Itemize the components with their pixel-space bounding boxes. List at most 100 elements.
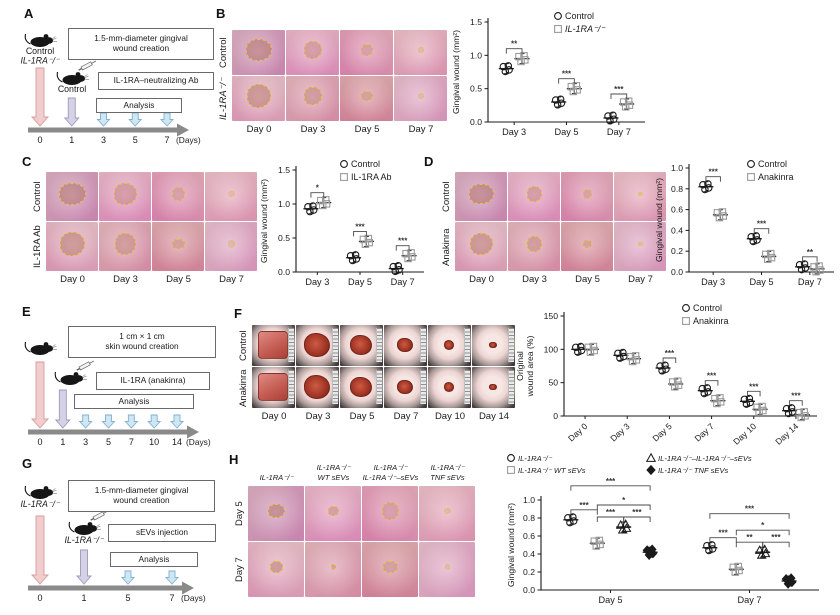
panel-letter-e: E <box>22 304 31 319</box>
legend-label: Control <box>758 159 787 169</box>
timeline-day-label: 7 <box>169 593 174 603</box>
timeline-bar <box>28 429 187 435</box>
legend-label: Control <box>351 159 380 169</box>
significance-stars: *** <box>606 508 616 517</box>
significance-stars: *** <box>771 533 781 542</box>
photo-h-r1c3 <box>419 542 475 597</box>
panel-letter-g: G <box>22 456 33 471</box>
y-tick-label: 0.0 <box>278 267 290 277</box>
timeline-day-label: 10 <box>149 437 159 447</box>
y-tick-label: 0.2 <box>671 246 683 256</box>
panel-letter-a: A <box>24 6 34 21</box>
photo-c-r0c3 <box>205 172 257 221</box>
significance-stars: * <box>316 184 320 193</box>
wound-outline <box>469 232 494 255</box>
timeline-day-label: 7 <box>164 135 169 145</box>
mouse-icon-2 <box>68 521 102 535</box>
timeline-day-label: 14 <box>172 437 182 447</box>
significance-stars: *** <box>708 168 718 177</box>
significance-stars: *** <box>757 220 767 229</box>
timeline-day-label: 0 <box>37 437 42 447</box>
significance-bracket <box>746 390 761 397</box>
photo-b-r1c2 <box>340 76 393 121</box>
panel-e-schematic: 0 1 3 5 7 10 14 (Days) 1 cm × 1 cm skin wound cr… <box>10 318 225 452</box>
ruler-strip <box>419 370 426 405</box>
wound-outline <box>267 503 286 519</box>
treatment-arrow-day1 <box>63 97 80 127</box>
significance-bracket <box>596 516 625 522</box>
chart-f-svg: 0 50 100 150 Original wound area (%) Day 0 Day … <box>515 303 817 447</box>
y-axis-label: Gingival wound (mm²) <box>506 503 516 587</box>
x-tick-label: Day 3 <box>305 277 329 287</box>
analysis-arrow <box>96 112 111 127</box>
x-tick-label: Day 3 <box>701 277 725 287</box>
skin-wound <box>350 377 372 397</box>
day-label: Day 0 <box>261 411 287 422</box>
timeline-arrowhead <box>182 581 194 595</box>
legend-label: IL-1RA⁻/⁻ <box>518 454 553 463</box>
skin-wound <box>258 373 288 401</box>
significance-bracket <box>610 93 628 99</box>
significance-bracket <box>570 509 598 515</box>
ruler-strip <box>507 370 514 405</box>
significance-bracket <box>704 380 719 386</box>
mouse-icon-1 <box>24 485 58 499</box>
chart-b-svg: 0.0 0.5 1.0 1.5 Gingival wound (mm²) Day 3 Day… <box>451 11 645 137</box>
day-label: Day 0 <box>469 274 494 285</box>
x-tick-label: Day 5 <box>348 277 372 287</box>
significance-stars: ** <box>807 248 814 257</box>
treatment-arrow-day1 <box>76 549 92 585</box>
y-tick-label: 0.0 <box>523 585 535 595</box>
y-tick-label: 0.5 <box>278 233 290 243</box>
day-label: Day 5 <box>166 274 191 285</box>
photo-d-r1c3 <box>614 222 666 271</box>
day-label: Day 3 <box>113 274 138 285</box>
y-tick-label: 1.0 <box>523 495 535 505</box>
photo-d-r1c1 <box>508 222 560 271</box>
analysis-arrow <box>120 570 136 585</box>
analysis-arrow <box>101 414 116 429</box>
significance-stars: *** <box>614 85 624 94</box>
significance-bracket <box>623 516 651 522</box>
wound-outline <box>246 38 272 61</box>
wound-outline <box>227 240 236 248</box>
photo-c-r1c0 <box>46 222 98 271</box>
significance-bracket <box>353 230 367 237</box>
photo-row-label: IL-1RA Ab <box>32 225 43 269</box>
day-label: Day 7 <box>628 274 653 285</box>
syringe-icon <box>76 360 95 371</box>
y-tick-label: 0.0 <box>470 117 482 127</box>
wound-outline <box>246 84 272 108</box>
legend-label: Control <box>565 11 594 21</box>
analysis-arrow <box>169 414 185 429</box>
x-tick-label: Day 5 <box>650 421 674 444</box>
photo-f-r1c4 <box>428 367 471 408</box>
skin-wound <box>304 375 330 399</box>
timeline-day-label: 0 <box>37 135 42 145</box>
mouse-icon-1 <box>24 341 58 355</box>
schematic-step-box: Analysis <box>74 394 194 409</box>
wound-outline <box>583 240 592 248</box>
wound-outline <box>526 236 543 252</box>
legend-label: Anakinra <box>693 316 729 326</box>
panel-g-schematic: 0 1 5 7 (Days) IL-1RA⁻/⁻ IL-1RA⁻/⁻ 1.5-mm-diame… <box>10 470 220 608</box>
timeline-bar <box>28 127 177 133</box>
x-tick-label: Day 5 <box>554 127 578 137</box>
significance-stars: ** <box>746 533 753 542</box>
chart-d-svg: 0.0 0.2 0.4 0.6 0.8 1.0 Gingival wound (mm²) Da… <box>654 159 834 287</box>
significance-stars: * <box>761 521 765 530</box>
x-tick-label: Day 7 <box>798 277 822 287</box>
timeline-day-label: 3 <box>101 135 106 145</box>
y-axis-label: Gingival wound (mm²) <box>259 179 269 263</box>
photo-b-r0c2 <box>340 30 393 75</box>
analysis-arrow <box>159 112 175 127</box>
schematic-step-box: 1 cm × 1 cm skin wound creation <box>68 326 216 358</box>
schematic-step-box: IL-1RA (anakinra) <box>96 372 210 390</box>
photo-f-r1c2 <box>340 367 383 408</box>
day-label: Day 5 <box>349 411 375 422</box>
schematic-step-box: IL-1RA–neutralizing Ab <box>98 72 214 90</box>
panel-d-photo-grid: Control Anakinra Day 0 Day 3 Day 5 Day 7 <box>441 172 669 286</box>
photo-f-r0c0 <box>252 325 295 366</box>
photo-row-label: Control <box>441 181 452 213</box>
photo-b-r0c1 <box>286 30 339 75</box>
